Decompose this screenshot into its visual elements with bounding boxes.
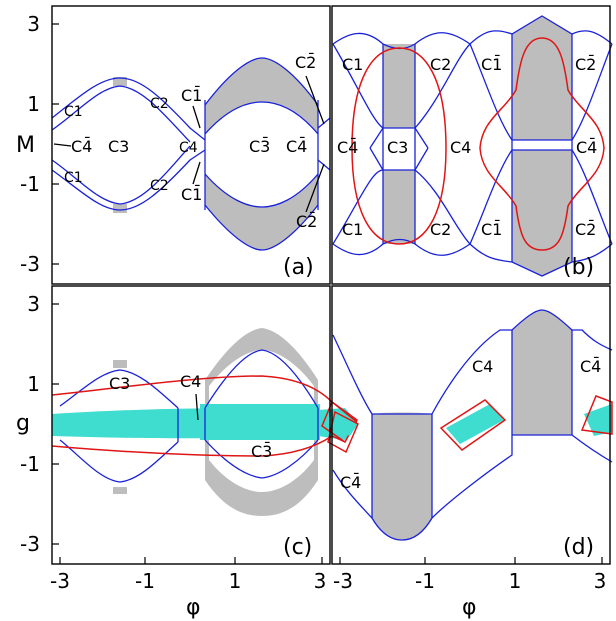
panel-a: C1 C1 C2 C2 C4̄ C3 C4 C1̄ C1̄ C3̄ C4̄ C2… bbox=[51, 53, 331, 280]
panel-c: C3 C4 C3̄ (c) bbox=[51, 328, 358, 560]
label-a-c1-bottom: C1 bbox=[64, 170, 83, 186]
label-b-c1-bottom: C1 bbox=[342, 220, 363, 239]
label-a-c1bar-bottom: C1̄ bbox=[181, 185, 202, 204]
panel-c-red-lower bbox=[51, 435, 346, 457]
panel-d-labels: C4 C4̄ C4̄ bbox=[340, 357, 601, 492]
panel-c-cyan-core bbox=[200, 404, 320, 440]
panel-d-cyan-left bbox=[332, 412, 358, 436]
label-a-c2-top: C2 bbox=[150, 96, 169, 112]
panel-b-red-left bbox=[351, 47, 447, 245]
ytick-top-1: 1 bbox=[27, 92, 40, 116]
panel-d-tag: (d) bbox=[563, 535, 594, 560]
label-b-c1bar-top: C1̄ bbox=[481, 55, 502, 74]
label-c-c3bar: C3̄ bbox=[251, 442, 272, 461]
label-b-c2-top: C2 bbox=[430, 55, 451, 74]
panel-c-red-upper bbox=[51, 375, 358, 423]
ytick-top-m3: -3 bbox=[20, 252, 40, 276]
ytick-bottom-3: 3 bbox=[27, 292, 40, 316]
panel-d-red-box-mid bbox=[439, 399, 507, 451]
label-b-c1-top: C1 bbox=[342, 55, 363, 74]
xtick-right-1: 1 bbox=[509, 569, 522, 593]
label-b-c2bar-bottom: C2̄ bbox=[575, 220, 596, 239]
label-d-c4: C4 bbox=[472, 357, 493, 376]
frame-a bbox=[51, 5, 331, 285]
label-a-c4bar-left: C4̄ bbox=[71, 137, 92, 156]
label-d-c4bar-left: C4̄ bbox=[340, 473, 361, 492]
panel-d-shaded-right bbox=[512, 310, 572, 435]
panel-a-curves bbox=[51, 57, 331, 251]
frame-d bbox=[331, 285, 611, 565]
ytick-bottom-m1: -1 bbox=[20, 452, 40, 476]
panel-c-red-box bbox=[321, 400, 358, 444]
ytick-bottom-m3: -3 bbox=[20, 532, 40, 556]
ylabel-g: g bbox=[16, 411, 30, 436]
label-a-c4bar-right: C4̄ bbox=[286, 137, 307, 156]
panel-d: C4 C4̄ C4̄ (d) bbox=[327, 309, 613, 560]
panel-a-lens-interior bbox=[205, 102, 318, 207]
panel-d-shaded-left bbox=[372, 412, 432, 540]
panel-d-curves bbox=[332, 309, 613, 541]
ylabel-m: M bbox=[16, 133, 35, 158]
frame-b bbox=[331, 5, 611, 285]
frame-c bbox=[51, 285, 331, 565]
panel-c-tag: (c) bbox=[283, 535, 312, 560]
panel-d-cyan-mid bbox=[446, 404, 504, 444]
panel-c-arrow bbox=[195, 393, 199, 421]
xtick-left-3: 3 bbox=[314, 569, 327, 593]
ytick-top-m1: -1 bbox=[20, 172, 40, 196]
label-a-c1-top: C1 bbox=[64, 104, 83, 120]
tick-marks bbox=[52, 23, 603, 564]
y-ticks-top: 3 1 -1 -3 bbox=[20, 12, 40, 276]
label-a-c3bar: C3̄ bbox=[249, 137, 270, 156]
panel-frames bbox=[51, 5, 611, 565]
xtick-right-m1: -1 bbox=[415, 569, 435, 593]
xtick-right-3: 3 bbox=[594, 569, 607, 593]
label-a-c1bar-top: C1̄ bbox=[181, 86, 202, 105]
panel-a-labels: C1 C1 C2 C2 C4̄ C3 C4 C1̄ C1̄ C3̄ C4̄ C2… bbox=[64, 53, 317, 231]
xtick-left-1: 1 bbox=[229, 569, 242, 593]
panel-b-tag: (b) bbox=[563, 255, 594, 280]
label-b-c3: C3 bbox=[387, 138, 408, 157]
ytick-bottom-1: 1 bbox=[27, 372, 40, 396]
panel-b: C1 C2 C1̄ C2̄ C4̄ C3 C4 C4̄ C1 C2 C1̄ C2… bbox=[332, 15, 613, 280]
xtick-left-m3: -3 bbox=[50, 569, 70, 593]
panel-b-gap-right bbox=[512, 140, 572, 150]
xlabel-phi-left: φ bbox=[186, 595, 201, 620]
xtick-left-m1: -1 bbox=[135, 569, 155, 593]
panel-a-tag: (a) bbox=[283, 255, 314, 280]
x-ticks-left: -3 -1 1 3 bbox=[50, 569, 326, 593]
label-a-c3: C3 bbox=[108, 137, 129, 156]
label-b-c1bar-bottom: C1̄ bbox=[481, 220, 502, 239]
panel-d-cyan-right bbox=[584, 404, 612, 436]
panel-c-gray-top bbox=[113, 360, 127, 368]
panel-b-labels: C1 C2 C1̄ C2̄ C4̄ C3 C4 C4̄ C1 C2 C1̄ C2… bbox=[337, 55, 597, 239]
panel-d-red-box-right bbox=[580, 395, 613, 435]
panel-c-gray-bottom bbox=[113, 487, 127, 494]
panel-a-cap-bottom bbox=[113, 204, 127, 213]
label-a-c2bar-top: C2̄ bbox=[295, 53, 316, 72]
label-b-c4bar-right: C4̄ bbox=[576, 138, 597, 157]
label-a-c4: C4 bbox=[179, 140, 198, 156]
label-b-c2-bottom: C2 bbox=[430, 220, 451, 239]
ytick-top-3: 3 bbox=[27, 12, 40, 36]
label-c-c4: C4 bbox=[180, 372, 201, 391]
label-a-c2-bottom: C2 bbox=[150, 178, 169, 194]
panel-c-labels: C3 C4 C3̄ bbox=[109, 372, 272, 461]
label-b-c4: C4 bbox=[450, 138, 471, 157]
x-ticks-right: -3 -1 1 3 bbox=[333, 569, 606, 593]
panel-a-arrows bbox=[53, 75, 325, 213]
xtick-right-m3: -3 bbox=[333, 569, 353, 593]
y-ticks-bottom: 3 1 -1 -3 bbox=[20, 292, 40, 556]
label-d-c4bar-right: C4̄ bbox=[580, 357, 601, 376]
panel-b-gap-left bbox=[383, 128, 415, 170]
label-b-c2bar-top: C2̄ bbox=[575, 55, 596, 74]
panel-c-curves bbox=[59, 349, 319, 483]
panel-b-red-right bbox=[479, 37, 605, 251]
xlabel-phi-right: φ bbox=[462, 595, 477, 620]
label-c-c3: C3 bbox=[109, 374, 130, 393]
label-b-c4bar-left: C4̄ bbox=[337, 138, 358, 157]
label-a-c2bar-bottom: C2̄ bbox=[296, 212, 317, 231]
panel-a-cap-top bbox=[113, 77, 127, 86]
